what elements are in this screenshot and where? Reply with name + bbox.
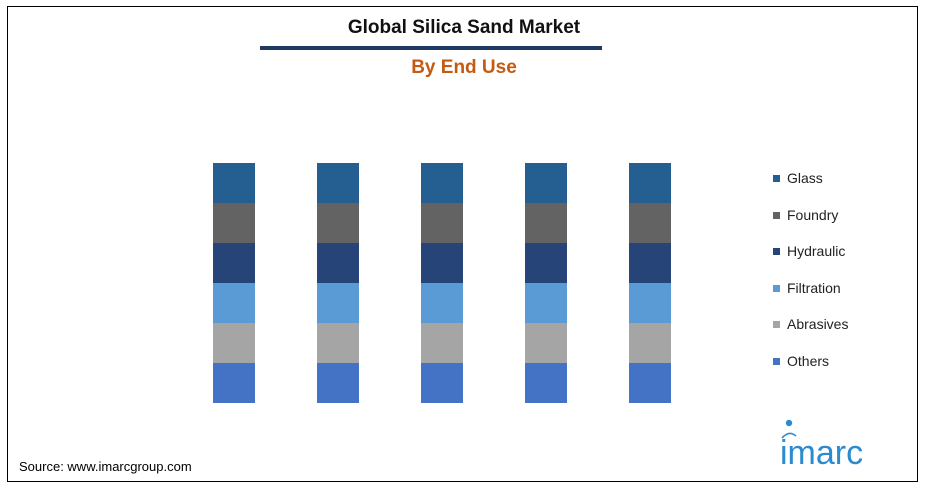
- legend-item-others: Others: [773, 353, 893, 390]
- bar-segment-abrasives-1: [213, 323, 255, 363]
- bar-segment-glass-3: [421, 163, 463, 203]
- logo-arc: [781, 432, 797, 439]
- legend-item-glass: Glass: [773, 170, 893, 207]
- legend-item-filtration: Filtration: [773, 280, 893, 317]
- legend-swatch: [773, 321, 780, 329]
- legend-item-abrasives: Abrasives: [773, 316, 893, 353]
- bar-segment-abrasives-3: [421, 323, 463, 363]
- bar-segment-filtration-2: [317, 283, 359, 323]
- bar-segment-filtration-1: [213, 283, 255, 323]
- legend-swatch: [773, 175, 780, 182]
- bar-segment-glass-5: [629, 163, 671, 203]
- bar-segment-filtration-5: [629, 283, 671, 323]
- bar-segment-others-1: [213, 363, 255, 403]
- bar-segment-foundry-4: [525, 203, 567, 243]
- bar-segment-abrasives-2: [317, 323, 359, 363]
- legend-label: Foundry: [787, 206, 839, 223]
- bar-segment-others-3: [421, 363, 463, 403]
- bar-segment-hydraulic-1: [213, 243, 255, 283]
- bar-segment-foundry-2: [317, 203, 359, 243]
- legend-swatch: [773, 357, 780, 365]
- legend-swatch: [773, 248, 780, 256]
- bar-segment-foundry-1: [213, 203, 255, 243]
- bar-segment-glass-2: [317, 163, 359, 203]
- legend-label: Abrasives: [787, 316, 849, 333]
- chart-legend: Glass Foundry Hydraulic Filtration Abrasives…: [773, 170, 893, 390]
- title-underline: [260, 46, 602, 50]
- logo-text: imarc: [780, 434, 863, 468]
- bar-segment-hydraulic-4: [525, 243, 567, 283]
- legend-swatch: [773, 284, 780, 292]
- legend-item-foundry: Foundry: [773, 207, 893, 244]
- imarc-logo: imarc: [780, 419, 863, 468]
- legend-item-hydraulic: Hydraulic: [773, 243, 893, 280]
- legend-label: Hydraulic: [787, 243, 846, 260]
- bar-segment-others-5: [629, 363, 671, 403]
- chart-subtitle: By End Use: [411, 57, 517, 78]
- bar-segment-hydraulic-2: [317, 243, 359, 283]
- bar-segment-foundry-5: [629, 203, 671, 243]
- bar-segment-abrasives-5: [629, 323, 671, 363]
- bar-segment-filtration-4: [525, 283, 567, 323]
- source-note: Source: www.imarcgroup.com: [19, 459, 192, 474]
- bar-segment-others-4: [525, 363, 567, 403]
- bar-segment-glass-4: [525, 163, 567, 203]
- legend-label: Glass: [787, 170, 823, 186]
- bar-segment-others-2: [317, 363, 359, 403]
- legend-label: Others: [787, 352, 830, 369]
- bar-segment-hydraulic-3: [421, 243, 463, 283]
- bar-segment-filtration-3: [421, 283, 463, 323]
- bar-segment-hydraulic-5: [629, 243, 671, 283]
- bar-segment-abrasives-4: [525, 323, 567, 363]
- chart-title: Global Silica Sand Market: [347, 17, 581, 38]
- legend-swatch: [773, 211, 780, 219]
- bar-segment-foundry-3: [421, 203, 463, 243]
- bar-segment-glass-1: [213, 163, 255, 203]
- legend-label: Filtration: [787, 279, 841, 296]
- logo-dot: [785, 419, 793, 427]
